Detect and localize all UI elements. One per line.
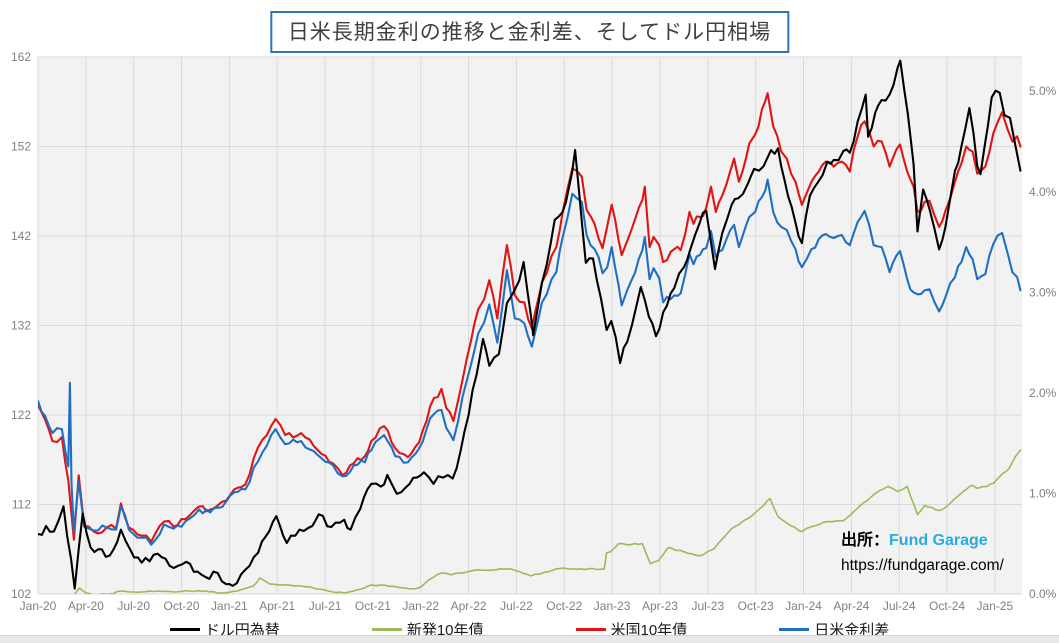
chart-title: 日米長期金利の推移と金利差、そしてドル円相場 (269, 11, 790, 53)
x-tick-label: Jul-23 (691, 599, 724, 613)
x-tick-label: Oct-20 (164, 599, 200, 613)
x-tick-label: Jul-24 (883, 599, 916, 613)
x-tick-label: Oct-23 (738, 599, 774, 613)
x-tick-label: Jan-25 (977, 599, 1014, 613)
y-left-tick-label: 122 (11, 408, 31, 422)
series-lines (38, 59, 1022, 594)
x-tick-label: Oct-21 (355, 599, 391, 613)
series-line-usdjpy (38, 59, 1022, 590)
source-url: https://fundgarage.com/ (841, 557, 1004, 574)
legend-item-jgb10y: 新発10年債 (371, 619, 484, 640)
legend-label-ust10y: 米国10年債 (610, 622, 688, 639)
x-tick-label: Jan-22 (402, 599, 439, 613)
source-prefix: 出所： (841, 532, 890, 549)
y-left-tick-label: 152 (11, 140, 31, 154)
y-right-tick-label: 4.0% (1029, 185, 1057, 199)
y-right-tick-label: 1.0% (1029, 486, 1057, 500)
legend-item-spread: 日米金利差 (779, 619, 889, 640)
legend-label-spread: 日米金利差 (814, 622, 890, 639)
chart-title-text: 日米長期金利の推移と金利差、そしてドル円相場 (287, 21, 772, 44)
legend-swatch-usdjpy (169, 628, 200, 631)
legend-swatch-spread (779, 628, 810, 631)
x-tick-label: Jul-20 (117, 599, 150, 613)
y-right-tick-label: 3.0% (1029, 285, 1057, 299)
x-tick-label: Jul-22 (500, 599, 533, 613)
source-name: Fund Garage (889, 532, 988, 549)
x-tick-label: Apr-20 (68, 599, 104, 613)
bottom-strip (0, 635, 1059, 643)
x-tick-label: Jan-20 (20, 599, 57, 613)
y-left-tick-label: 112 (12, 498, 31, 512)
legend: ドル円為替 新発10年債 米国10年債 日米金利差 (0, 619, 1059, 640)
series-line-jgb10y (73, 449, 1022, 594)
y-right-tick-label: 5.0% (1029, 84, 1057, 98)
x-tick-label: Jul-21 (309, 599, 342, 613)
axis-labels: 102 112 122 132 142 152 162 0.0% 1.0% 2.0% 3.0% 4.0… (11, 50, 1057, 613)
legend-item-ust10y: 米国10年債 (575, 619, 688, 640)
x-tick-label: Oct-22 (546, 599, 582, 613)
x-tick-label: Oct-24 (929, 599, 965, 613)
legend-swatch-jgb10y (371, 628, 402, 631)
y-left-tick-label: 102 (11, 587, 31, 601)
x-tick-label: Apr-21 (259, 599, 295, 613)
x-tick-label: Apr-24 (833, 599, 869, 613)
x-tick-label: Jan-23 (594, 599, 631, 613)
source-note: 出所：Fund Garage https://fundgarage.com/ (841, 528, 1004, 578)
y-left-tick-label: 162 (11, 50, 31, 64)
x-tick-label: Apr-22 (451, 599, 487, 613)
legend-label-jgb10y: 新発10年債 (406, 622, 484, 639)
x-tick-label: Jan-21 (211, 599, 248, 613)
legend-item-usdjpy: ドル円為替 (169, 619, 280, 640)
y-right-tick-label: 0.0% (1029, 587, 1057, 601)
legend-label-usdjpy: ドル円為替 (204, 622, 280, 639)
y-right-tick-label: 2.0% (1029, 386, 1057, 400)
x-tick-label: Apr-23 (642, 599, 678, 613)
x-tick-label: Jan-24 (785, 599, 822, 613)
y-left-tick-label: 142 (11, 229, 31, 243)
source-line: 出所：Fund Garage (841, 528, 1004, 553)
legend-swatch-ust10y (575, 628, 606, 631)
gridlines (37, 56, 1022, 595)
series-line-spread (38, 178, 1022, 546)
y-left-tick-label: 132 (11, 319, 31, 333)
